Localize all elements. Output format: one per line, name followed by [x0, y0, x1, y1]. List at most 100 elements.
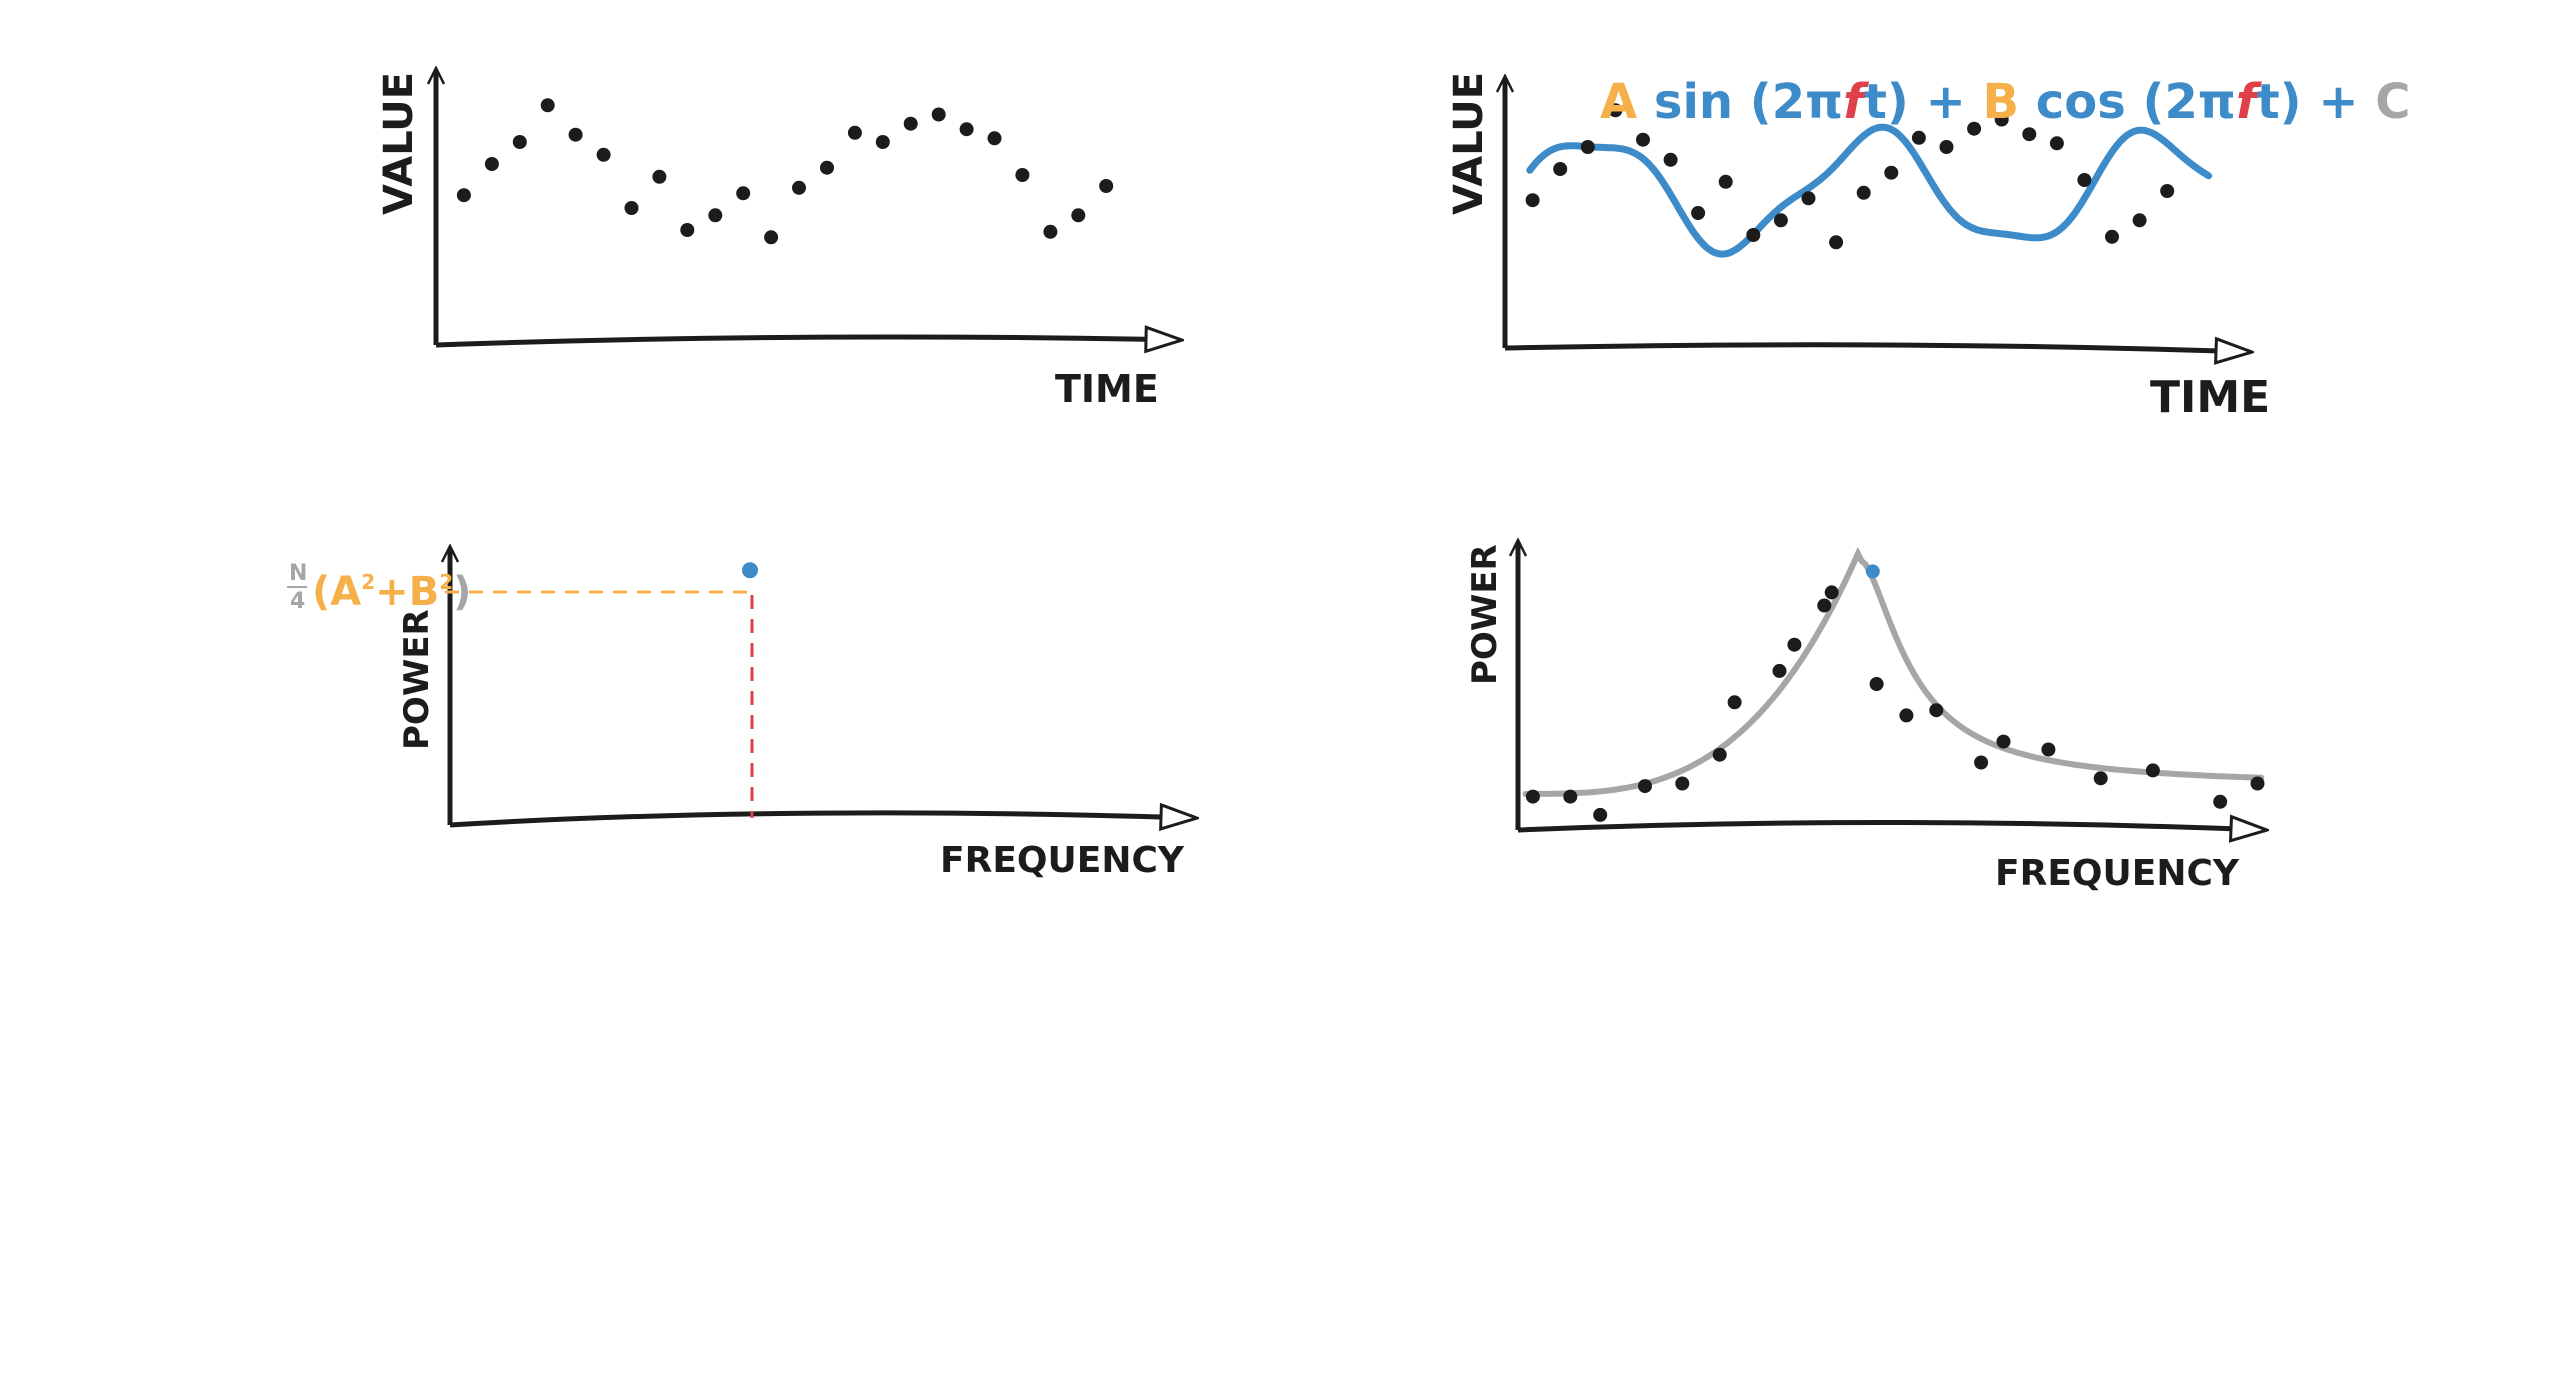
formula-open-paren: (	[312, 569, 330, 615]
panel-bottom-left: POWER FREQUENCY N 4 (A2+B2)	[287, 548, 1195, 881]
data-point	[1884, 165, 1899, 180]
data-point	[456, 188, 471, 203]
eq-coef-b: B	[1983, 74, 2020, 130]
data-point	[1994, 112, 2009, 127]
panel-bottom-right: POWER FREQUENCY	[1465, 542, 2265, 894]
data-point	[512, 135, 527, 149]
svg-text:(A2+B2): (A2+B2)	[312, 569, 471, 615]
data-point	[1911, 130, 1926, 145]
data-points	[1525, 103, 2175, 250]
data-points	[1525, 585, 2265, 822]
data-point	[1727, 695, 1742, 710]
data-point	[875, 135, 890, 149]
data-point	[2145, 763, 2160, 778]
y-axis-label: POWER	[1465, 544, 1505, 685]
peak-point	[1865, 564, 1880, 579]
data-point	[2160, 184, 2175, 198]
data-points	[456, 98, 1114, 245]
data-point	[820, 160, 834, 175]
formula-b-exponent: 2	[439, 570, 453, 594]
data-point	[1675, 776, 1690, 791]
data-point	[1015, 168, 1030, 182]
x-axis	[1504, 345, 2250, 352]
data-point	[1071, 208, 1086, 223]
data-point	[1772, 663, 1787, 678]
formula-a-exponent: 2	[361, 570, 375, 594]
data-point	[2105, 229, 2119, 244]
data-point	[1856, 185, 1871, 200]
data-point	[1996, 734, 2011, 749]
data-point	[987, 131, 1002, 146]
data-point	[1929, 703, 1944, 718]
data-point	[680, 223, 695, 237]
eq-t-2: t) +	[2257, 74, 2376, 130]
data-point	[1718, 174, 1733, 189]
data-point	[708, 208, 723, 223]
data-point	[2213, 794, 2228, 809]
data-point	[1869, 677, 1884, 691]
peak-power-point	[742, 562, 758, 579]
y-axis-label: VALUE	[1446, 72, 1492, 215]
data-point	[1043, 224, 1058, 239]
eq-cos: cos (2π	[2019, 74, 2236, 130]
x-axis	[449, 813, 1195, 825]
data-point	[2022, 127, 2037, 142]
data-point	[1593, 807, 1608, 822]
model-equation: A sin (2πft) + B cos (2πft) + C	[1600, 74, 2410, 130]
formula-b: B	[409, 569, 440, 615]
data-point	[792, 180, 806, 195]
data-point	[1746, 228, 1761, 242]
formula-close-paren: )	[453, 569, 471, 615]
x-axis-label: TIME	[2150, 372, 2270, 423]
power-formula: N 4 (A2+B2)	[287, 561, 471, 615]
formula-plus: +	[375, 569, 409, 615]
data-point	[736, 186, 751, 201]
x-axis-label: FREQUENCY	[940, 840, 1185, 881]
panel-top-left: VALUE TIME	[376, 70, 1180, 411]
data-point	[1829, 235, 1844, 250]
data-point	[624, 201, 639, 215]
eq-coef-a: A	[1600, 74, 1637, 130]
eq-sin: sin (2π	[1637, 74, 1843, 130]
data-point	[1638, 779, 1652, 794]
data-point	[652, 169, 667, 184]
formula-denominator: 4	[290, 589, 305, 614]
data-point	[903, 116, 918, 131]
data-point	[1563, 789, 1578, 804]
data-point	[2093, 771, 2108, 786]
data-point	[1553, 162, 1568, 176]
data-point	[1787, 637, 1802, 652]
data-point	[1712, 747, 1727, 762]
data-point	[1817, 598, 1832, 613]
y-axis-label: VALUE	[376, 72, 422, 215]
formula-a: A	[330, 569, 361, 615]
data-point	[1899, 708, 1914, 723]
eq-const-c: C	[2375, 74, 2410, 130]
data-point	[2041, 742, 2056, 757]
data-point	[2250, 776, 2265, 791]
formula-numerator: N	[289, 561, 307, 586]
x-axis-label: TIME	[1055, 367, 1159, 411]
data-point	[1773, 213, 1788, 228]
data-point	[2077, 173, 2092, 187]
data-point	[484, 157, 499, 171]
data-point	[1801, 191, 1816, 206]
y-axis-label: POWER	[397, 609, 437, 750]
data-point	[1691, 206, 1706, 220]
spectrum-curve	[1522, 546, 2265, 797]
data-point	[2132, 213, 2147, 228]
data-point	[1099, 179, 1114, 193]
data-point	[1608, 103, 1623, 118]
data-point	[1525, 789, 1540, 804]
data-point	[1525, 193, 1540, 208]
data-point	[2049, 136, 2064, 151]
x-axis	[1517, 823, 2265, 831]
data-point	[1580, 140, 1595, 154]
data-point	[1824, 585, 1839, 600]
data-point	[596, 147, 611, 162]
x-axis-label: FREQUENCY	[1995, 853, 2240, 894]
x-axis	[435, 337, 1180, 345]
data-point	[1939, 140, 1954, 154]
data-point	[1636, 132, 1650, 147]
